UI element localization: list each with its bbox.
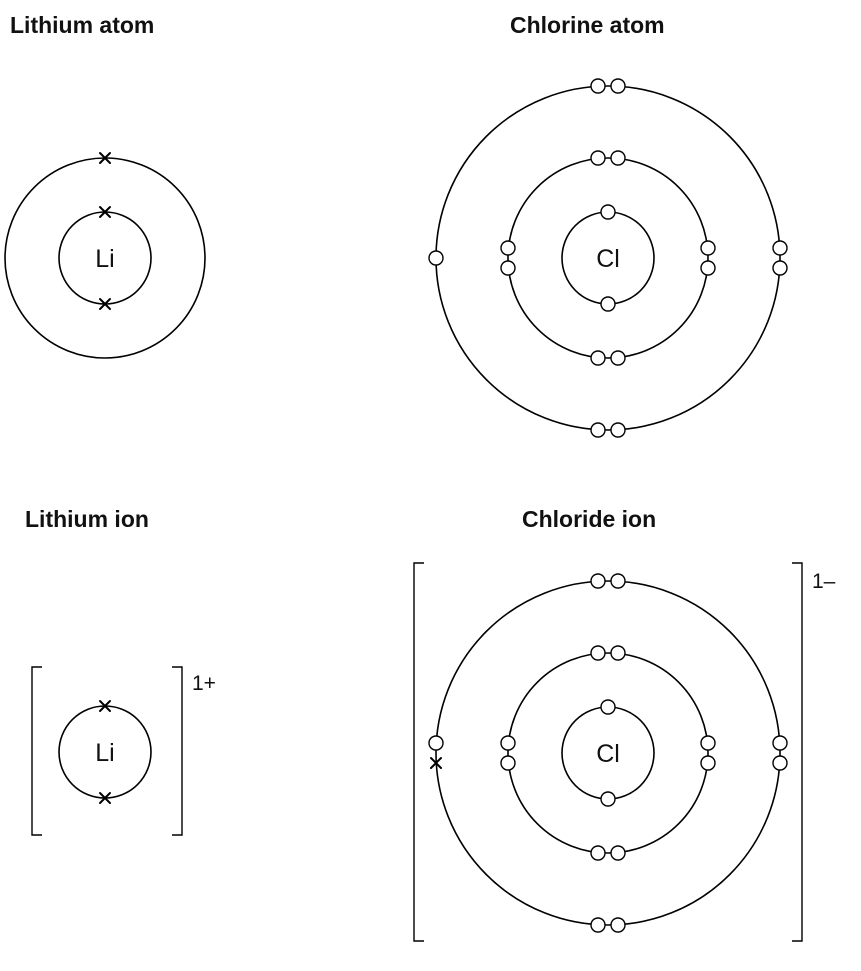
electron-circle	[610, 917, 626, 933]
electron-circle	[600, 699, 616, 715]
electron-circle	[610, 645, 626, 661]
cl-ion-shell-3	[435, 580, 781, 926]
electron-circle	[428, 250, 444, 266]
cl-atom-electrons	[428, 78, 788, 438]
lithium-atom: Li	[4, 152, 206, 359]
li-ion-electrons	[99, 700, 111, 804]
electron-circle	[610, 422, 626, 438]
electron-circle	[772, 755, 788, 771]
cl-ion-shell-2	[507, 652, 709, 854]
electron-circle	[590, 645, 606, 661]
electron-circle	[590, 78, 606, 94]
transferred-electron-cross	[430, 757, 442, 769]
cl-ion-electrons	[428, 573, 788, 933]
electron-circle	[428, 735, 444, 751]
chloride-ion-title: Chloride ion	[522, 506, 656, 532]
electron-cross	[99, 792, 111, 804]
chlorine-atom-title: Chlorine atom	[510, 12, 665, 38]
chlorine-atom: Cl	[428, 78, 788, 438]
electron-circle	[590, 573, 606, 589]
electron-circle	[700, 260, 716, 276]
electron-circle	[600, 791, 616, 807]
electron-cross	[99, 206, 111, 218]
electron-circle	[772, 240, 788, 256]
li-ion-right-bracket	[172, 666, 183, 836]
electron-circle	[610, 350, 626, 366]
cl-atom-shell-2	[507, 157, 709, 359]
li-ion-symbol: Li	[95, 739, 114, 767]
li-ion-left-bracket	[31, 666, 42, 836]
electron-circle	[600, 296, 616, 312]
cl-ion-right-bracket	[792, 562, 803, 942]
electron-circle	[610, 150, 626, 166]
electron-circle	[500, 735, 516, 751]
electron-circle	[500, 240, 516, 256]
cl-ion-symbol: Cl	[596, 740, 620, 768]
electron-circle	[590, 845, 606, 861]
electron-cross	[99, 152, 111, 164]
electron-circle	[610, 78, 626, 94]
li-atom-symbol: Li	[95, 245, 114, 273]
electron-circle	[590, 150, 606, 166]
li-ion-charge: 1+	[192, 672, 216, 695]
electron-circle	[772, 735, 788, 751]
li-atom-electrons	[99, 152, 111, 310]
lithium-ion-title: Lithium ion	[25, 506, 149, 532]
electron-circle	[500, 260, 516, 276]
electron-circle	[772, 260, 788, 276]
electron-circle	[590, 350, 606, 366]
electron-circle	[610, 845, 626, 861]
cl-atom-symbol: Cl	[596, 245, 620, 273]
cl-ion-left-bracket	[413, 562, 424, 942]
lithium-ion: 1+ Li	[31, 666, 216, 836]
electron-circle	[500, 755, 516, 771]
lithium-atom-title: Lithium atom	[10, 12, 154, 38]
electron-circle	[700, 735, 716, 751]
chloride-ion: 1– Cl	[413, 562, 836, 942]
electron-cross	[99, 700, 111, 712]
cl-ion-charge: 1–	[812, 570, 836, 593]
electron-circle	[700, 240, 716, 256]
electron-cross	[99, 298, 111, 310]
electron-circle	[610, 573, 626, 589]
electron-circle	[590, 422, 606, 438]
electron-circle	[590, 917, 606, 933]
electron-circle	[600, 204, 616, 220]
electron-circle	[700, 755, 716, 771]
